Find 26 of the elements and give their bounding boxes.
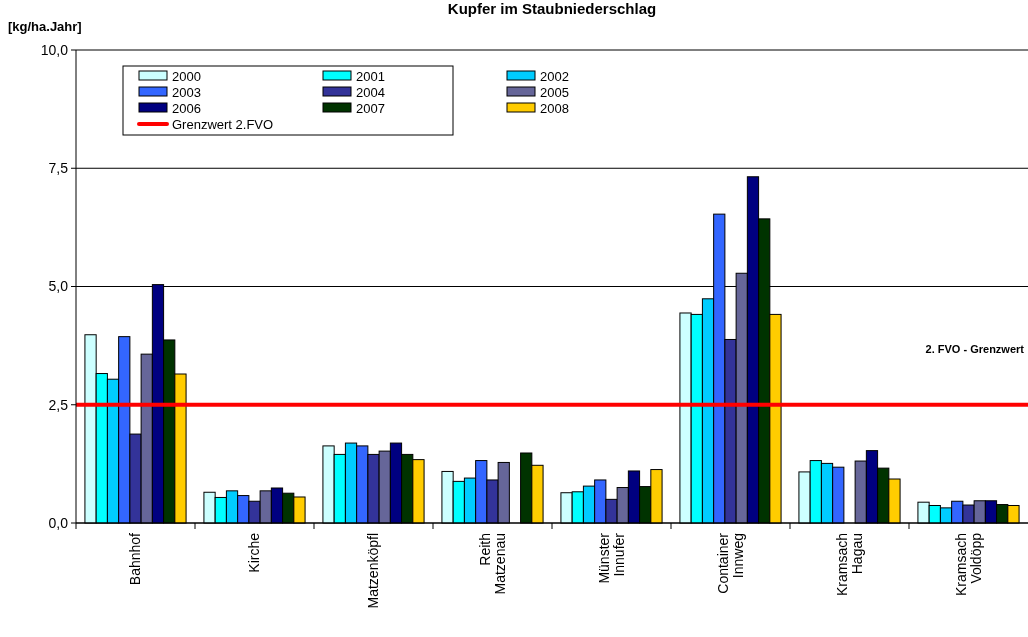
chart-title: Kupfer im Staubniederschlag bbox=[447, 0, 657, 17]
legend-label: 2004 bbox=[356, 84, 385, 100]
x-tick-label: Container Innweg bbox=[714, 532, 747, 594]
legend-label: 2006 bbox=[172, 100, 201, 116]
y-tick-label: 10,0 bbox=[40, 41, 69, 58]
legend-label: Grenzwert 2.FVO bbox=[172, 116, 274, 132]
legend-label: 2000 bbox=[172, 68, 201, 84]
x-tick-label: Kramsach Hagau bbox=[833, 533, 866, 597]
x-tick-label: Matzenköpfl bbox=[365, 533, 382, 609]
y-tick-label: 5,0 bbox=[48, 278, 69, 295]
annotation: 2. FVO - Grenzwert bbox=[925, 342, 1025, 355]
x-tick-label: Münster Innufer bbox=[595, 532, 628, 584]
x-tick-label: Bahnhof bbox=[127, 532, 144, 586]
x-tick-label: Reith Matzenau bbox=[476, 533, 509, 595]
legend-label: 2005 bbox=[540, 84, 569, 100]
legend-label: 2002 bbox=[540, 68, 569, 84]
y-tick-label: 0,0 bbox=[48, 514, 69, 531]
y-axis-title: [kg/ha.Jahr] bbox=[8, 19, 82, 34]
y-tick-label: 7,5 bbox=[48, 160, 69, 177]
legend-label: 2007 bbox=[356, 100, 385, 116]
x-tick-label: Kramsach Voldöpp bbox=[952, 532, 985, 597]
legend-label: 2008 bbox=[540, 100, 569, 116]
legend-label: 2001 bbox=[356, 68, 385, 84]
x-tick-label: Kirche bbox=[246, 532, 263, 573]
y-tick-label: 2,5 bbox=[48, 396, 69, 413]
legend-label: 2003 bbox=[172, 84, 201, 100]
